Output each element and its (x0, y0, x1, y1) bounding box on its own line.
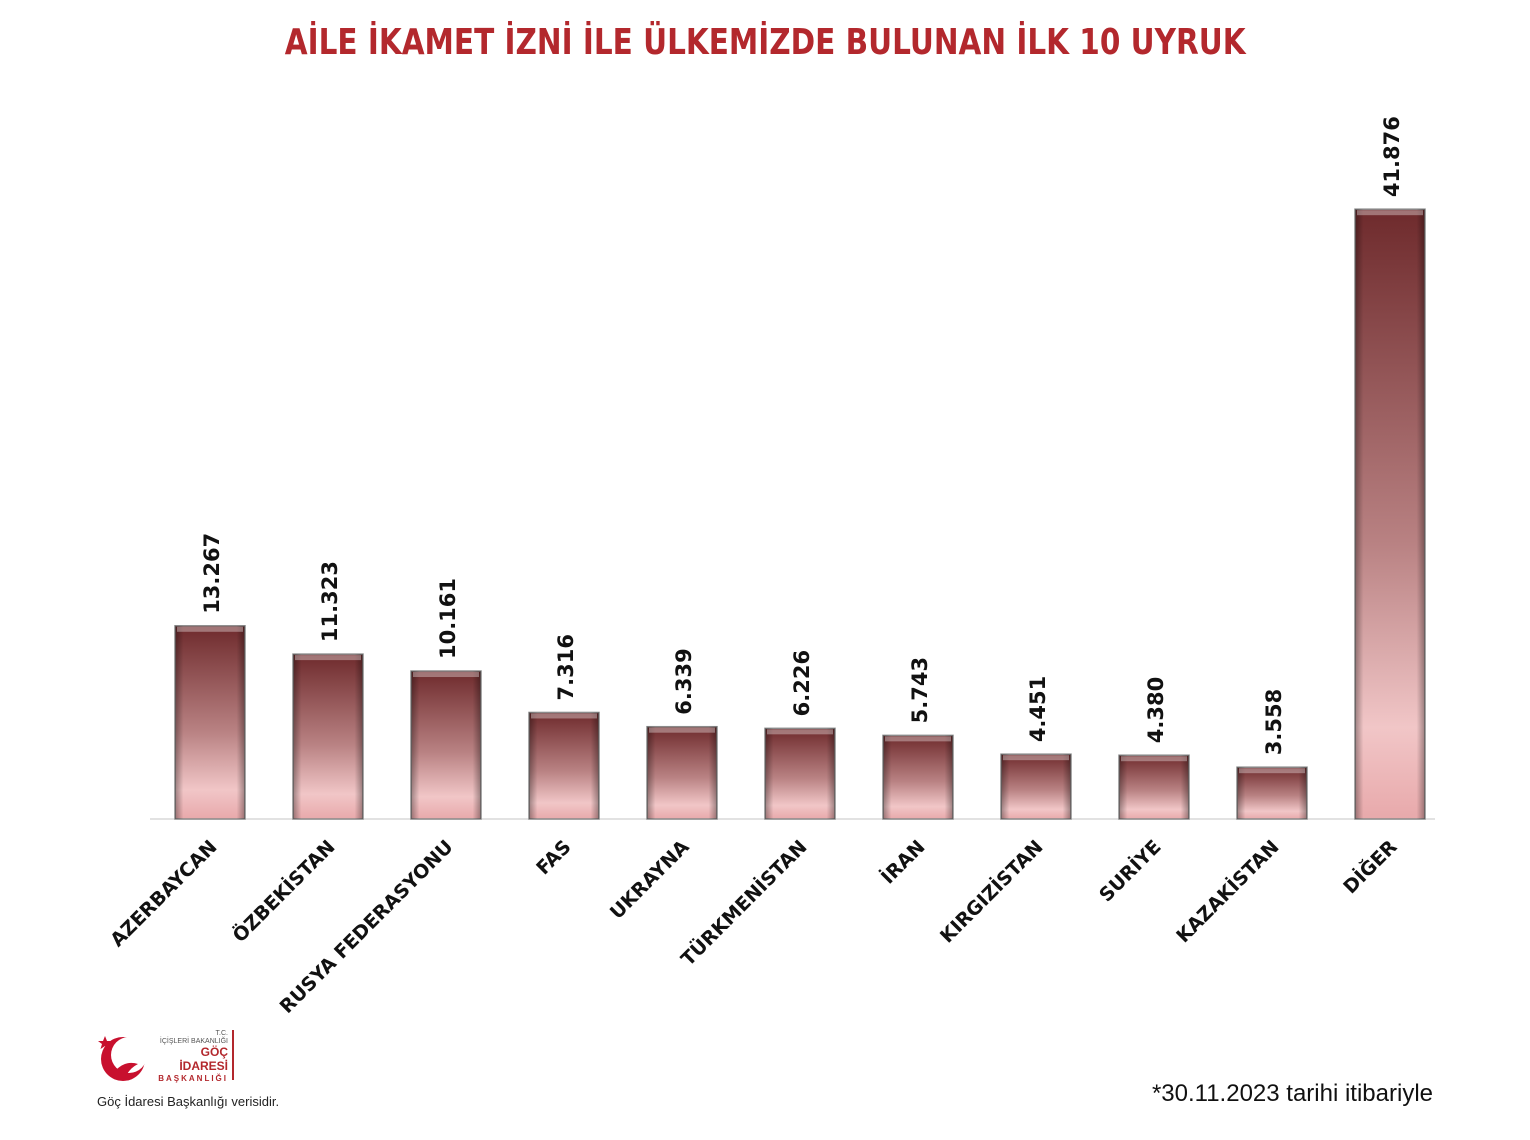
date-note: *30.11.2023 tarihi itibariyle (1151, 1080, 1433, 1107)
bar-bevel (293, 654, 363, 819)
bar-cap (1003, 755, 1069, 761)
category-label: KIRGIZİSTAN (935, 835, 1048, 948)
logo-line-tc: T.C. (215, 1030, 228, 1037)
category-label: KAZAKİSTAN (1171, 835, 1284, 948)
category-label: İRAN (876, 835, 930, 889)
bar-cap (177, 626, 243, 632)
source-note: Göç İdaresi Başkanlığı verisidir. (97, 1094, 280, 1109)
bar-cap (295, 655, 361, 661)
bar-bevel (1119, 755, 1189, 819)
bar-bevel (1355, 209, 1425, 819)
value-label: 13.267 (200, 533, 224, 614)
bar-cap (649, 727, 715, 733)
bar-cap (767, 729, 833, 735)
category-label: UKRAYNA (606, 836, 694, 924)
bar-cap (531, 713, 597, 719)
category-label: TÜRKMENİSTAN (676, 835, 812, 971)
category-label: FAS (532, 836, 575, 879)
value-label: 10.161 (436, 578, 460, 659)
category-label: DİĞER (1338, 834, 1402, 898)
value-label: 7.316 (554, 634, 578, 700)
value-label: 3.558 (1262, 689, 1286, 755)
value-label: 6.226 (790, 650, 814, 716)
logo-divider (232, 1030, 234, 1080)
bar-bevel (647, 726, 717, 819)
logo-line-ministry: İÇİŞLERİ BAKANLIĞI (159, 1038, 228, 1046)
category-label: SURİYE (1094, 835, 1166, 907)
value-label: 41.876 (1380, 116, 1404, 197)
category-label: AZERBAYCAN (106, 836, 221, 951)
bar-bevel (765, 728, 835, 819)
bar-cap (1121, 756, 1187, 762)
bar-cap (413, 672, 479, 678)
bar-chart: 13.267AZERBAYCAN11.323ÖZBEKİSTAN10.161RU… (106, 116, 1435, 1018)
chart-title: AİLE İKAMET İZNİ İLE ÜLKEMİZDE BULUNAN İ… (284, 22, 1246, 63)
value-label: 6.339 (672, 648, 696, 714)
value-label: 4.380 (1144, 677, 1168, 743)
bar-bevel (175, 625, 245, 819)
value-label: 5.743 (908, 657, 932, 723)
bar-cap (885, 736, 951, 742)
bar-bevel (883, 735, 953, 819)
logo-text: T.C. İÇİŞLERİ BAKANLIĞI GÖÇ İDARESİ BAŞK… (152, 1030, 228, 1083)
bar-bevel (411, 671, 481, 819)
bar-bevel (1237, 767, 1307, 819)
crescent-star-bird-logo-icon (98, 1036, 147, 1081)
value-label: 4.451 (1026, 676, 1050, 742)
bar-cap (1239, 768, 1305, 774)
bar-bevel (529, 712, 599, 819)
bar-cap (1357, 210, 1423, 216)
logo-line-presidency: BAŞKANLIĞI (158, 1073, 228, 1083)
bar-bevel (1001, 754, 1071, 819)
logo-line-agency: GÖÇ İDARESİ (179, 1045, 228, 1073)
value-label: 11.323 (318, 561, 342, 642)
category-label: ÖZBEKİSTAN (227, 835, 339, 947)
